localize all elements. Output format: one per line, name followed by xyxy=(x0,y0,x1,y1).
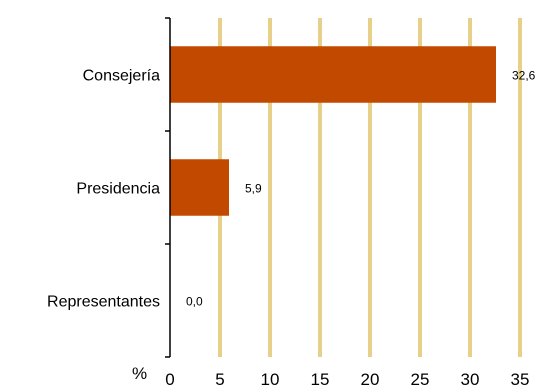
category-label: Presidencia xyxy=(76,181,160,198)
bar-0 xyxy=(170,46,496,103)
x-tick-label: 0 xyxy=(165,370,174,389)
x-tick-label: 25 xyxy=(411,370,430,389)
axes xyxy=(165,17,171,358)
x-tick-label: 30 xyxy=(461,370,480,389)
x-tick-label: 35 xyxy=(511,370,530,389)
x-tick-label: 5 xyxy=(215,370,224,389)
value-label: 0,0 xyxy=(186,295,203,309)
bars xyxy=(170,46,496,216)
x-tick-label: 20 xyxy=(361,370,380,389)
x-axis-unit-label: % xyxy=(132,364,147,383)
category-label: Consejería xyxy=(83,68,160,85)
bar-1 xyxy=(170,159,229,216)
x-tick-label: 15 xyxy=(311,370,330,389)
category-label: Representantes xyxy=(47,294,160,311)
value-label: 32,6 xyxy=(512,69,536,83)
labels: Consejería 32,6 Presidencia 5,9 Representant… xyxy=(47,68,536,390)
value-label: 5,9 xyxy=(245,182,262,196)
x-tick-label: 10 xyxy=(261,370,280,389)
